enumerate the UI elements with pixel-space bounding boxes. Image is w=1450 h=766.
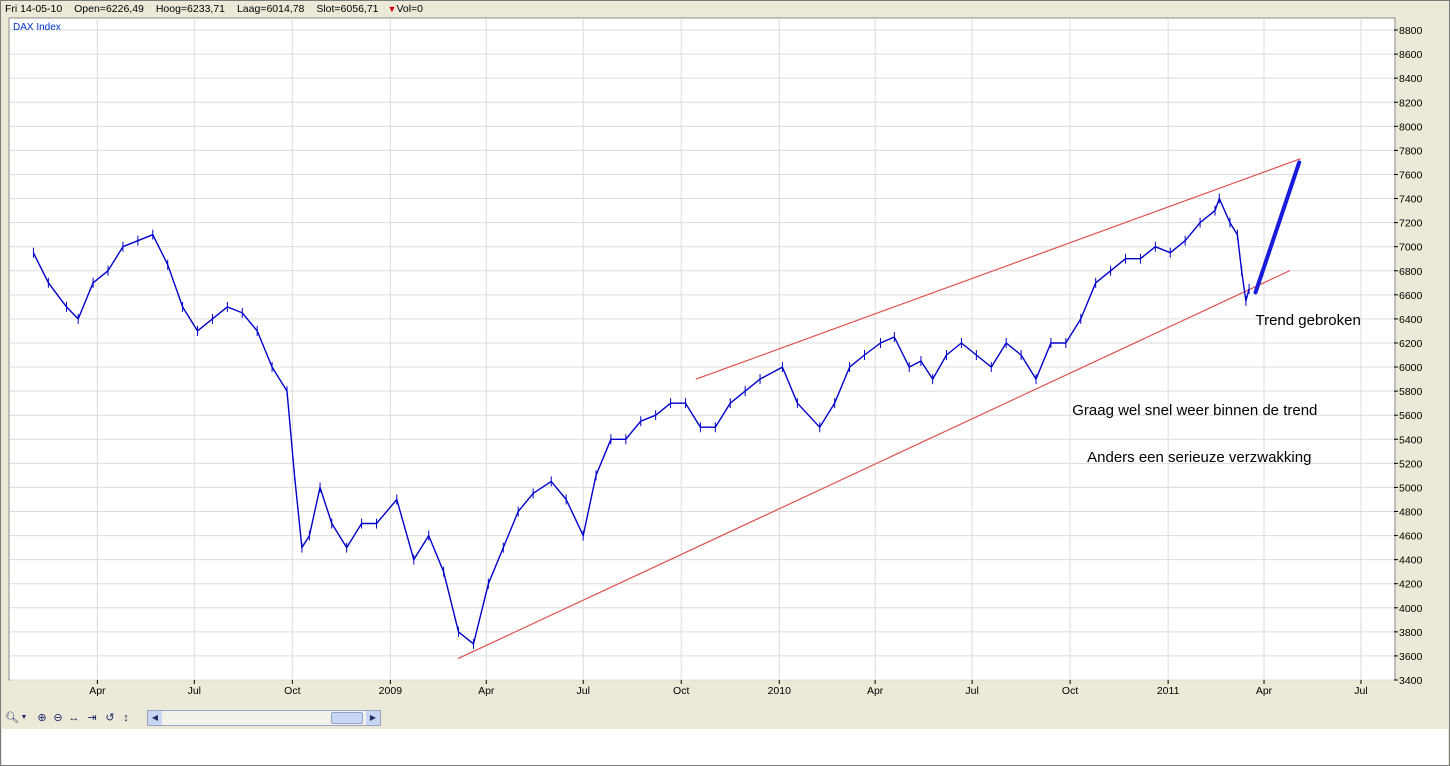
scroll-left-icon[interactable]: ◀	[148, 711, 162, 725]
x-tick-label: Oct	[673, 685, 689, 697]
down-triangle-icon: ▼	[387, 4, 397, 14]
chart-toolbar: 🔍︎ ▼ ⊕ ⊖ ↔ ⇥ ↺ ↕ ◀ ▶	[5, 709, 405, 729]
y-tick-label: 6600	[1399, 290, 1423, 302]
y-tick-label: 4400	[1399, 555, 1423, 567]
y-tick-label: 3600	[1399, 651, 1423, 663]
y-tick-label: 4000	[1399, 603, 1423, 615]
info-volume: Vol=0	[396, 3, 424, 15]
horizontal-arrows-icon[interactable]: ↔	[68, 712, 80, 724]
upper-trendline	[695, 158, 1301, 380]
x-tick-label: Apr	[867, 685, 884, 697]
y-tick-label: 4200	[1399, 579, 1423, 591]
x-tick-label: Jul	[188, 685, 201, 697]
y-tick-label: 6400	[1399, 314, 1423, 326]
price-chart[interactable]: 3400 3600 3800 4000 4200 4400 4600 4800 5000 5200…	[1, 1, 1449, 707]
scroll-right-icon[interactable]: ▶	[366, 711, 380, 725]
undo-icon[interactable]: ↺	[105, 712, 115, 724]
annotation-text: Trend gebroken	[1255, 312, 1360, 329]
horizontal-scrollbar[interactable]: ◀ ▶	[147, 710, 381, 726]
x-tick-label: 2010	[768, 685, 792, 697]
y-tick-label: 7000	[1399, 242, 1423, 254]
price-series	[32, 193, 1250, 649]
info-date: Fri 14-05-10	[5, 3, 63, 15]
y-tick-label: 3800	[1399, 627, 1423, 639]
scroll-thumb[interactable]	[331, 712, 363, 724]
ohlc-info-bar: Fri 14-05-10 Open=6226,49 Hoog=6233,71 L…	[5, 3, 432, 17]
info-high: Hoog=6233,71	[155, 3, 226, 15]
annotation-text: Anders een serieuze verzwakking	[1087, 449, 1311, 466]
y-tick-label: 8800	[1399, 25, 1423, 37]
grid	[10, 18, 1394, 681]
x-tick-label: Oct	[284, 685, 300, 697]
x-tick-label: Apr	[478, 685, 495, 697]
x-tick-label: Jul	[965, 685, 978, 697]
y-tick-label: 3400	[1399, 675, 1423, 687]
y-tick-label: 6000	[1399, 362, 1423, 374]
annotation-text: Graag wel snel weer binnen de trend	[1072, 402, 1317, 419]
x-axis: Apr Jul Oct 2009 Apr Jul Oct 2010 Apr Jul Oct 2011 A…	[89, 680, 1368, 697]
magnifier-icon[interactable]: 🔍︎	[5, 712, 19, 724]
vertical-arrows-icon[interactable]: ↕	[123, 712, 129, 724]
status-area	[2, 729, 1448, 765]
y-axis: 3400 3600 3800 4000 4200 4400 4600 4800 5000 5200…	[1394, 25, 1423, 687]
dropdown-arrow-icon[interactable]: ▼	[20, 714, 28, 721]
y-tick-label: 5200	[1399, 458, 1423, 470]
y-tick-label: 5400	[1399, 434, 1423, 446]
x-tick-label: Jul	[576, 685, 589, 697]
y-tick-label: 8000	[1399, 121, 1423, 133]
x-tick-label: Apr	[1256, 685, 1273, 697]
annotations: Trend gebroken Graag wel snel weer binnen…	[1072, 312, 1361, 466]
y-tick-label: 8400	[1399, 73, 1423, 85]
y-tick-label: 7200	[1399, 218, 1423, 230]
y-tick-label: 8200	[1399, 97, 1423, 109]
info-low: Laag=6014,78	[236, 3, 305, 15]
y-tick-label: 7800	[1399, 145, 1423, 157]
y-tick-label: 8600	[1399, 49, 1423, 61]
x-tick-label: Apr	[89, 685, 106, 697]
x-tick-label: Jul	[1354, 685, 1367, 697]
projection-arrow	[1253, 160, 1302, 295]
info-close: Slot=6056,71	[316, 3, 379, 15]
zoom-in-icon[interactable]: ⊕	[37, 712, 47, 724]
x-tick-label: Oct	[1062, 685, 1078, 697]
y-tick-label: 4600	[1399, 531, 1423, 543]
y-tick-label: 5000	[1399, 482, 1423, 494]
x-tick-label: 2011	[1157, 685, 1180, 697]
info-open: Open=6226,49	[74, 3, 144, 15]
y-tick-label: 4800	[1399, 506, 1423, 518]
y-tick-label: 7400	[1399, 194, 1423, 206]
zoom-out-icon[interactable]: ⊖	[53, 712, 63, 724]
y-tick-label: 5600	[1399, 410, 1423, 422]
y-tick-label: 5800	[1399, 386, 1423, 398]
trendlines	[457, 158, 1302, 659]
lower-trendline	[457, 270, 1291, 659]
plot-area	[8, 17, 1396, 681]
x-tick-label: 2009	[379, 685, 403, 697]
y-tick-label: 6800	[1399, 266, 1423, 278]
y-tick-label: 7600	[1399, 169, 1423, 181]
series-label: DAX Index	[13, 22, 61, 33]
goto-end-icon[interactable]: ⇥	[87, 712, 97, 724]
y-tick-label: 6200	[1399, 338, 1423, 350]
